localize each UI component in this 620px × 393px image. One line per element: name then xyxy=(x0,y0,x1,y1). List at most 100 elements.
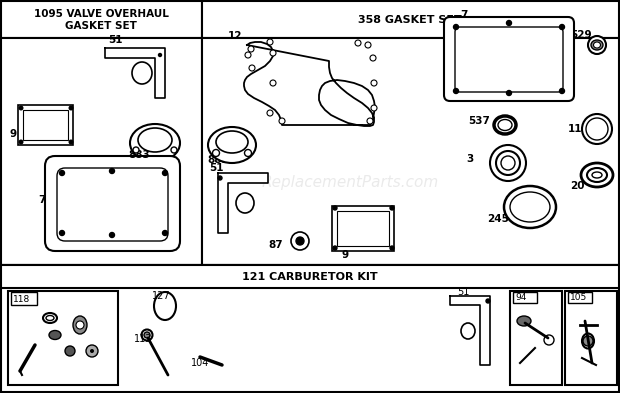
Circle shape xyxy=(583,336,593,346)
Bar xyxy=(565,291,617,385)
Bar xyxy=(1,265,619,392)
Ellipse shape xyxy=(208,127,256,163)
Ellipse shape xyxy=(588,36,606,54)
Circle shape xyxy=(270,80,276,86)
Circle shape xyxy=(296,237,304,245)
Ellipse shape xyxy=(581,163,613,187)
Circle shape xyxy=(162,171,167,176)
Ellipse shape xyxy=(490,145,526,181)
Text: 529: 529 xyxy=(570,30,591,40)
Circle shape xyxy=(586,118,608,140)
Circle shape xyxy=(279,118,285,124)
Circle shape xyxy=(69,106,73,110)
Circle shape xyxy=(390,246,394,250)
Circle shape xyxy=(270,50,276,56)
Circle shape xyxy=(248,46,254,52)
Text: 118: 118 xyxy=(13,294,30,303)
Text: 104: 104 xyxy=(191,358,210,368)
Circle shape xyxy=(60,231,64,235)
Circle shape xyxy=(19,106,23,110)
Circle shape xyxy=(582,114,612,144)
Circle shape xyxy=(267,110,273,116)
Bar xyxy=(18,105,73,145)
Ellipse shape xyxy=(73,316,87,334)
Circle shape xyxy=(267,39,273,45)
Ellipse shape xyxy=(236,193,254,213)
Circle shape xyxy=(559,88,564,94)
Circle shape xyxy=(162,231,167,235)
Circle shape xyxy=(370,55,376,61)
Circle shape xyxy=(213,149,219,156)
Ellipse shape xyxy=(592,172,602,178)
Bar xyxy=(337,211,389,246)
Bar xyxy=(332,206,394,251)
Text: 113: 113 xyxy=(134,334,153,344)
Circle shape xyxy=(110,233,115,237)
Text: 883: 883 xyxy=(207,155,229,165)
Circle shape xyxy=(171,147,177,153)
Text: 1095 VALVE OVERHAUL
GASKET SET: 1095 VALVE OVERHAUL GASKET SET xyxy=(33,9,169,31)
Ellipse shape xyxy=(138,128,172,152)
Ellipse shape xyxy=(498,119,512,130)
Text: 7: 7 xyxy=(38,195,45,205)
Text: 121 CARBURETOR KIT: 121 CARBURETOR KIT xyxy=(242,272,378,282)
Circle shape xyxy=(333,206,337,210)
Ellipse shape xyxy=(510,192,550,222)
Circle shape xyxy=(367,118,373,124)
Text: 9: 9 xyxy=(342,250,349,260)
Text: 105: 105 xyxy=(570,294,587,303)
Circle shape xyxy=(69,140,73,144)
Bar xyxy=(510,291,562,385)
Bar xyxy=(513,292,537,303)
Text: 7: 7 xyxy=(460,10,467,20)
Ellipse shape xyxy=(43,313,57,323)
Ellipse shape xyxy=(154,292,176,320)
Circle shape xyxy=(453,88,459,94)
Circle shape xyxy=(355,40,361,46)
Text: 51: 51 xyxy=(108,35,123,45)
Circle shape xyxy=(60,171,64,176)
Circle shape xyxy=(507,20,511,26)
FancyBboxPatch shape xyxy=(444,17,574,101)
Text: ReplacementParts.com: ReplacementParts.com xyxy=(262,176,438,191)
Ellipse shape xyxy=(501,156,515,170)
Circle shape xyxy=(76,321,84,329)
Circle shape xyxy=(390,206,394,210)
Text: 20: 20 xyxy=(570,181,585,191)
Text: 537: 537 xyxy=(468,116,490,126)
Ellipse shape xyxy=(494,116,516,134)
Ellipse shape xyxy=(130,124,180,162)
Bar xyxy=(202,38,619,265)
Ellipse shape xyxy=(496,151,520,175)
Circle shape xyxy=(486,299,490,303)
Circle shape xyxy=(86,345,98,357)
Ellipse shape xyxy=(593,42,601,48)
Circle shape xyxy=(133,147,139,153)
Circle shape xyxy=(371,105,377,111)
Ellipse shape xyxy=(49,331,61,340)
Circle shape xyxy=(249,65,255,71)
Circle shape xyxy=(159,53,161,57)
Text: 51: 51 xyxy=(457,287,469,297)
Ellipse shape xyxy=(591,40,603,50)
Text: 51: 51 xyxy=(209,163,223,173)
Ellipse shape xyxy=(216,131,248,153)
Circle shape xyxy=(90,349,94,353)
Bar xyxy=(23,110,68,140)
Circle shape xyxy=(559,24,564,29)
Bar xyxy=(202,1,619,38)
Text: 883: 883 xyxy=(128,150,150,160)
Ellipse shape xyxy=(587,168,607,182)
Text: 358 GASKET SET: 358 GASKET SET xyxy=(358,15,462,25)
Circle shape xyxy=(544,335,554,345)
Circle shape xyxy=(453,24,459,29)
Ellipse shape xyxy=(132,62,152,84)
Text: 87: 87 xyxy=(268,240,283,250)
Text: 12: 12 xyxy=(228,31,242,41)
Circle shape xyxy=(110,169,115,173)
Bar xyxy=(568,292,592,303)
Ellipse shape xyxy=(46,316,54,321)
Ellipse shape xyxy=(517,316,531,326)
Text: 94: 94 xyxy=(515,294,526,303)
Circle shape xyxy=(244,149,252,156)
